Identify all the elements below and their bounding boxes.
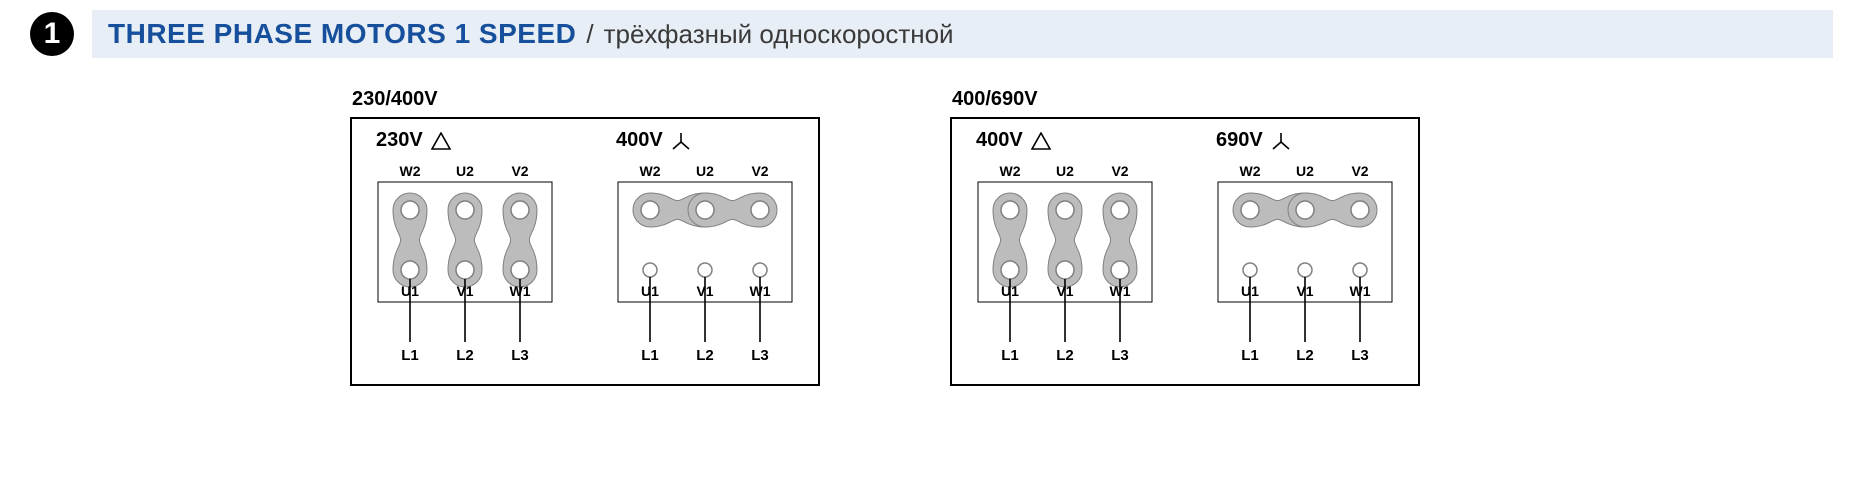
- connection-voltage: 690V: [1216, 129, 1263, 152]
- title-english: THREE PHASE MOTORS 1 SPEED: [108, 18, 576, 50]
- connection-header: 400V: [970, 129, 1051, 152]
- connection-voltage: 230V: [376, 129, 423, 152]
- delta-connection-diagram: W2U2V2U1V1W1L1L2L3: [370, 160, 560, 372]
- delta-connection-diagram: W2U2V2U1V1W1L1L2L3: [970, 160, 1160, 372]
- group-title: 230/400V: [350, 88, 820, 111]
- svg-text:W2: W2: [1000, 163, 1021, 179]
- section-number-badge: 1: [30, 12, 74, 56]
- svg-text:U2: U2: [456, 163, 474, 179]
- svg-text:U2: U2: [696, 163, 714, 179]
- svg-text:L2: L2: [696, 347, 714, 364]
- svg-text:V2: V2: [511, 163, 528, 179]
- title-separator: /: [586, 19, 593, 50]
- svg-text:V2: V2: [751, 163, 768, 179]
- svg-text:L2: L2: [1296, 347, 1314, 364]
- title-bar: THREE PHASE MOTORS 1 SPEED / трёхфазный …: [92, 10, 1833, 58]
- svg-text:L3: L3: [1111, 347, 1129, 364]
- connection-block: 230VW2U2V2U1V1W1L1L2L3: [370, 129, 560, 372]
- svg-text:L1: L1: [641, 347, 659, 364]
- connection-block: 400VW2U2V2U1V1W1L1L2L3: [970, 129, 1160, 372]
- svg-text:U2: U2: [1296, 163, 1314, 179]
- svg-text:L2: L2: [1056, 347, 1074, 364]
- star-connection-diagram: W2U2V2U1V1W1L1L2L3: [1210, 160, 1400, 372]
- connection-block: 690VW2U2V2U1V1W1L1L2L3: [1210, 129, 1400, 372]
- svg-text:W2: W2: [1240, 163, 1261, 179]
- voltage-group: 400/690V400VW2U2V2U1V1W1L1L2L3690VW2U2V2…: [950, 88, 1420, 386]
- svg-text:V2: V2: [1111, 163, 1128, 179]
- group-title: 400/690V: [950, 88, 1420, 111]
- connection-header: 230V: [370, 129, 451, 152]
- svg-text:L1: L1: [401, 347, 419, 364]
- svg-text:L2: L2: [456, 347, 474, 364]
- connection-header: 690V: [1210, 129, 1291, 152]
- svg-text:L1: L1: [1241, 347, 1259, 364]
- svg-text:W2: W2: [640, 163, 661, 179]
- voltage-group: 230/400V230VW2U2V2U1V1W1L1L2L3400VW2U2V2…: [350, 88, 820, 386]
- group-outer-box: 400VW2U2V2U1V1W1L1L2L3690VW2U2V2U1V1W1L1…: [950, 117, 1420, 386]
- connection-voltage: 400V: [976, 129, 1023, 152]
- svg-text:V2: V2: [1351, 163, 1368, 179]
- svg-text:L3: L3: [1351, 347, 1369, 364]
- connection-block: 400VW2U2V2U1V1W1L1L2L3: [610, 129, 800, 372]
- connection-header: 400V: [610, 129, 691, 152]
- svg-text:U2: U2: [1056, 163, 1074, 179]
- svg-text:L1: L1: [1001, 347, 1019, 364]
- diagram-groups: 230/400V230VW2U2V2U1V1W1L1L2L3400VW2U2V2…: [30, 88, 1833, 386]
- star-connection-diagram: W2U2V2U1V1W1L1L2L3: [610, 160, 800, 372]
- svg-text:L3: L3: [511, 347, 529, 364]
- connection-voltage: 400V: [616, 129, 663, 152]
- title-russian: трёхфазный односкоростной: [604, 19, 954, 50]
- group-outer-box: 230VW2U2V2U1V1W1L1L2L3400VW2U2V2U1V1W1L1…: [350, 117, 820, 386]
- svg-text:L3: L3: [751, 347, 769, 364]
- svg-text:W2: W2: [400, 163, 421, 179]
